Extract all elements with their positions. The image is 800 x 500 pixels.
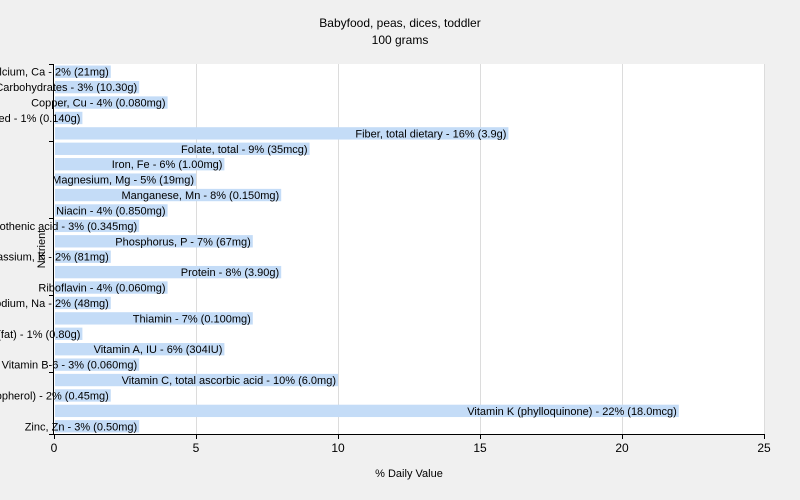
bar-value-label: Pantothenic acid - 3% (0.345mg) (0, 221, 137, 233)
bar (55, 80, 140, 94)
bar-value-label: Carbohydrates - 3% (10.30g) (0, 82, 137, 94)
bar (55, 281, 168, 294)
x-tick-label: 15 (473, 441, 487, 455)
bar (55, 65, 111, 78)
bar-value-label: Vitamin B-6 - 3% (0.060mg) (2, 360, 138, 372)
bar-value-label: Thiamin - 7% (0.100mg) (133, 313, 251, 325)
bar-value-label: Sodium, Na - 2% (48mg) (0, 298, 109, 310)
gridlines (196, 64, 765, 434)
bar-value-label: Total lipid (fat) - 1% (0.80g) (0, 329, 80, 341)
bar (55, 296, 111, 310)
bar-value-label: Phosphorus, P - 7% (67mg) (115, 236, 251, 248)
y-axis-title: Nutrient (36, 230, 48, 269)
bar-value-label: Vitamin E (alpha-tocopherol) - 2% (0.45m… (0, 390, 109, 402)
bar (55, 96, 168, 109)
bar (55, 327, 83, 340)
bar (55, 235, 253, 248)
bar-labels-group: Calcium, Ca - 2% (21mg) Carbohydrates - 3… (0, 67, 677, 434)
bar-value-label: Vitamin K (phylloquinone) - 22% (18.0mcg… (467, 406, 677, 418)
bar-value-label: Vitamin C, total ascorbic acid - 10% (6.… (122, 375, 336, 387)
axes (49, 64, 765, 439)
bar-value-label: Vitamin A, IU - 6% (304IU) (94, 344, 223, 356)
bar (55, 420, 140, 433)
bar (55, 358, 140, 371)
x-tick-label: 25 (757, 441, 771, 455)
x-tick-label: 0 (51, 441, 58, 455)
bar (55, 265, 282, 279)
bar-value-label: Copper, Cu - 4% (0.080mg) (31, 98, 166, 110)
bar (55, 111, 83, 125)
bar (55, 158, 225, 171)
bar-value-label: Potassium, K - 2% (81mg) (0, 252, 109, 264)
chart-title: Babyfood, peas, dices, toddler (319, 16, 480, 30)
bar-value-label: Protein - 8% (3.90g) (181, 267, 279, 279)
bar (55, 142, 310, 155)
bar (55, 373, 338, 387)
bar-value-label: Magnesium, Mg - 5% (19mg) (52, 175, 194, 187)
bar (55, 250, 111, 263)
bar-value-label: Fiber, total dietary - 16% (3.9g) (355, 128, 506, 140)
bar (55, 188, 282, 202)
bar-value-label: Folate, total - 9% (35mcg) (181, 144, 308, 156)
x-axis-title: % Daily Value (375, 468, 443, 480)
bar (55, 312, 253, 325)
bar (55, 404, 679, 418)
bar (55, 173, 196, 186)
bar-value-label: Calcium, Ca - 2% (21mg) (0, 67, 109, 79)
x-tick-labels: 0 5 10 15 20 25 (51, 441, 771, 455)
x-tick-label: 20 (615, 441, 629, 455)
bar (55, 204, 168, 217)
x-tick-label: 5 (193, 441, 200, 455)
bar (55, 389, 111, 402)
chart-subtitle: 100 grams (372, 33, 429, 47)
x-tick-label: 10 (331, 441, 345, 455)
plot-area (54, 64, 764, 434)
bar (55, 127, 509, 140)
bar-value-label: Fatty acids, total saturated - 1% (0.140… (0, 113, 80, 125)
bar-value-label: Manganese, Mn - 8% (0.150mg) (121, 190, 279, 202)
bar-value-label: Iron, Fe - 6% (1.00mg) (112, 159, 223, 171)
bar-value-label: Riboflavin - 4% (0.060mg) (38, 283, 165, 295)
bar (55, 219, 140, 233)
bar-value-label: Niacin - 4% (0.850mg) (56, 205, 165, 217)
bar-value-label: Zinc, Zn - 3% (0.50mg) (25, 421, 137, 433)
bars-group (55, 65, 679, 433)
bar (55, 343, 225, 356)
